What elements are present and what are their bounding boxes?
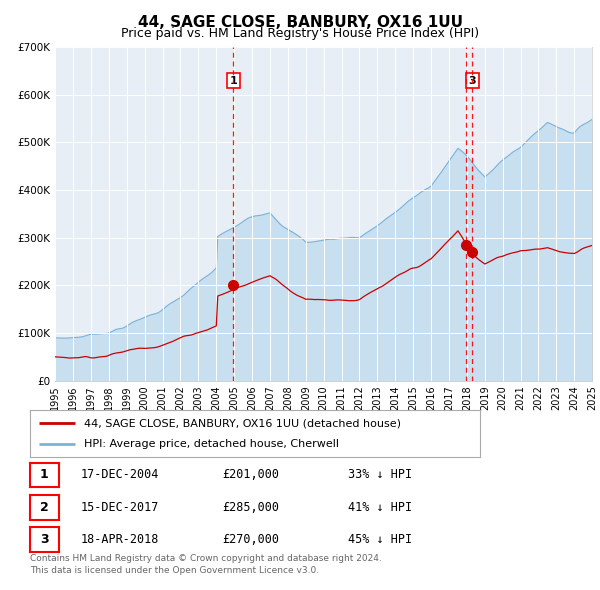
Text: 45% ↓ HPI: 45% ↓ HPI (348, 533, 412, 546)
Text: 1: 1 (230, 76, 238, 86)
Text: 2: 2 (40, 501, 49, 514)
Text: 3: 3 (468, 76, 476, 86)
Text: 18-APR-2018: 18-APR-2018 (81, 533, 160, 546)
Text: Price paid vs. HM Land Registry's House Price Index (HPI): Price paid vs. HM Land Registry's House … (121, 27, 479, 40)
Text: £270,000: £270,000 (222, 533, 279, 546)
Text: 44, SAGE CLOSE, BANBURY, OX16 1UU (detached house): 44, SAGE CLOSE, BANBURY, OX16 1UU (detac… (84, 418, 401, 428)
Text: HPI: Average price, detached house, Cherwell: HPI: Average price, detached house, Cher… (84, 439, 339, 449)
Text: £285,000: £285,000 (222, 501, 279, 514)
Text: 17-DEC-2004: 17-DEC-2004 (81, 468, 160, 481)
Text: 41% ↓ HPI: 41% ↓ HPI (348, 501, 412, 514)
Text: 15-DEC-2017: 15-DEC-2017 (81, 501, 160, 514)
Text: 33% ↓ HPI: 33% ↓ HPI (348, 468, 412, 481)
Text: Contains HM Land Registry data © Crown copyright and database right 2024.
This d: Contains HM Land Registry data © Crown c… (30, 555, 382, 575)
Text: 1: 1 (40, 468, 49, 481)
Text: £201,000: £201,000 (222, 468, 279, 481)
Text: 3: 3 (40, 533, 49, 546)
Text: 44, SAGE CLOSE, BANBURY, OX16 1UU: 44, SAGE CLOSE, BANBURY, OX16 1UU (137, 15, 463, 30)
